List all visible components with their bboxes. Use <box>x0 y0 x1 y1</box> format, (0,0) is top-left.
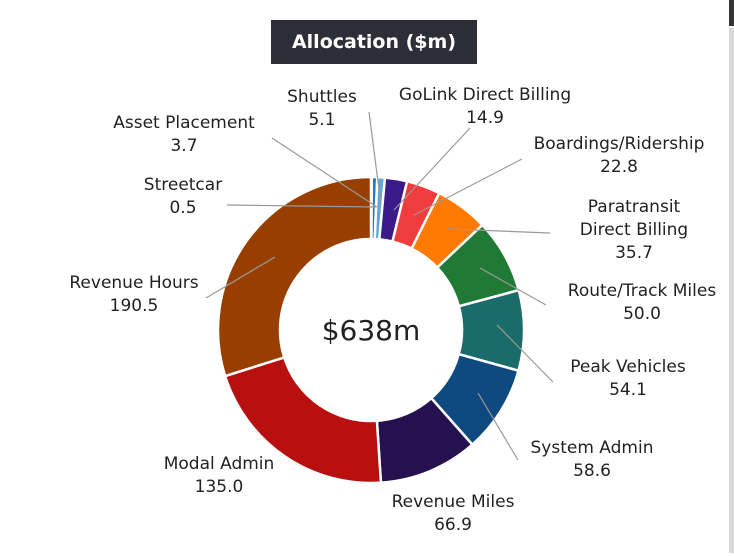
center-total-label: $638m <box>322 314 421 347</box>
label-peak-vehicles: Peak Vehicles <box>570 357 686 377</box>
value-system-admin: 58.6 <box>573 461 611 481</box>
leader-line-route-track-miles <box>479 267 547 306</box>
leader-line-asset-placement <box>271 137 378 208</box>
leader-line-peak-vehicles <box>496 324 554 383</box>
label-asset-placement: Asset Placement <box>113 113 255 133</box>
label-streetcar: Streetcar <box>144 175 222 195</box>
leader-line-streetcar <box>226 204 377 208</box>
value-revenue-hours: 190.5 <box>110 296 159 316</box>
leader-line-paratransit-direct-billing <box>447 228 551 234</box>
value-streetcar: 0.5 <box>169 198 196 218</box>
value-boardings-ridership: 22.8 <box>600 157 638 177</box>
chart-title: Allocation ($m) <box>271 20 477 64</box>
leader-line-boardings-ridership <box>413 158 523 216</box>
leader-line-system-admin <box>477 392 519 461</box>
label-paratransit-direct-billing-line1: Paratransit <box>588 197 681 217</box>
edge-strip <box>729 28 734 553</box>
label-revenue-hours: Revenue Hours <box>69 273 198 293</box>
value-shuttles: 5.1 <box>308 110 335 130</box>
label-paratransit-direct-billing-line2: Direct Billing <box>580 220 688 240</box>
value-paratransit-direct-billing: 35.7 <box>615 243 653 263</box>
value-golink-direct-billing: 14.9 <box>466 108 504 128</box>
value-route-track-miles: 50.0 <box>623 304 661 324</box>
edge-strip-top <box>729 0 734 26</box>
label-system-admin: System Admin <box>531 438 654 458</box>
label-shuttles: Shuttles <box>287 87 357 107</box>
label-revenue-miles: Revenue Miles <box>392 492 515 512</box>
leader-line-revenue-hours <box>205 256 276 299</box>
slice-revenue-hours[interactable] <box>216 175 373 378</box>
label-route-track-miles: Route/Track Miles <box>568 281 717 301</box>
label-boardings-ridership: Boardings/Ridership <box>534 134 705 154</box>
value-peak-vehicles: 54.1 <box>609 380 647 400</box>
label-golink-direct-billing: GoLink Direct Billing <box>399 85 571 105</box>
leader-line-shuttles <box>368 111 382 206</box>
value-revenue-miles: 66.9 <box>434 515 472 535</box>
label-modal-admin: Modal Admin <box>164 454 275 474</box>
value-modal-admin: 135.0 <box>195 477 244 497</box>
value-asset-placement: 3.7 <box>170 136 197 156</box>
leader-line-golink-direct-billing <box>393 127 471 211</box>
